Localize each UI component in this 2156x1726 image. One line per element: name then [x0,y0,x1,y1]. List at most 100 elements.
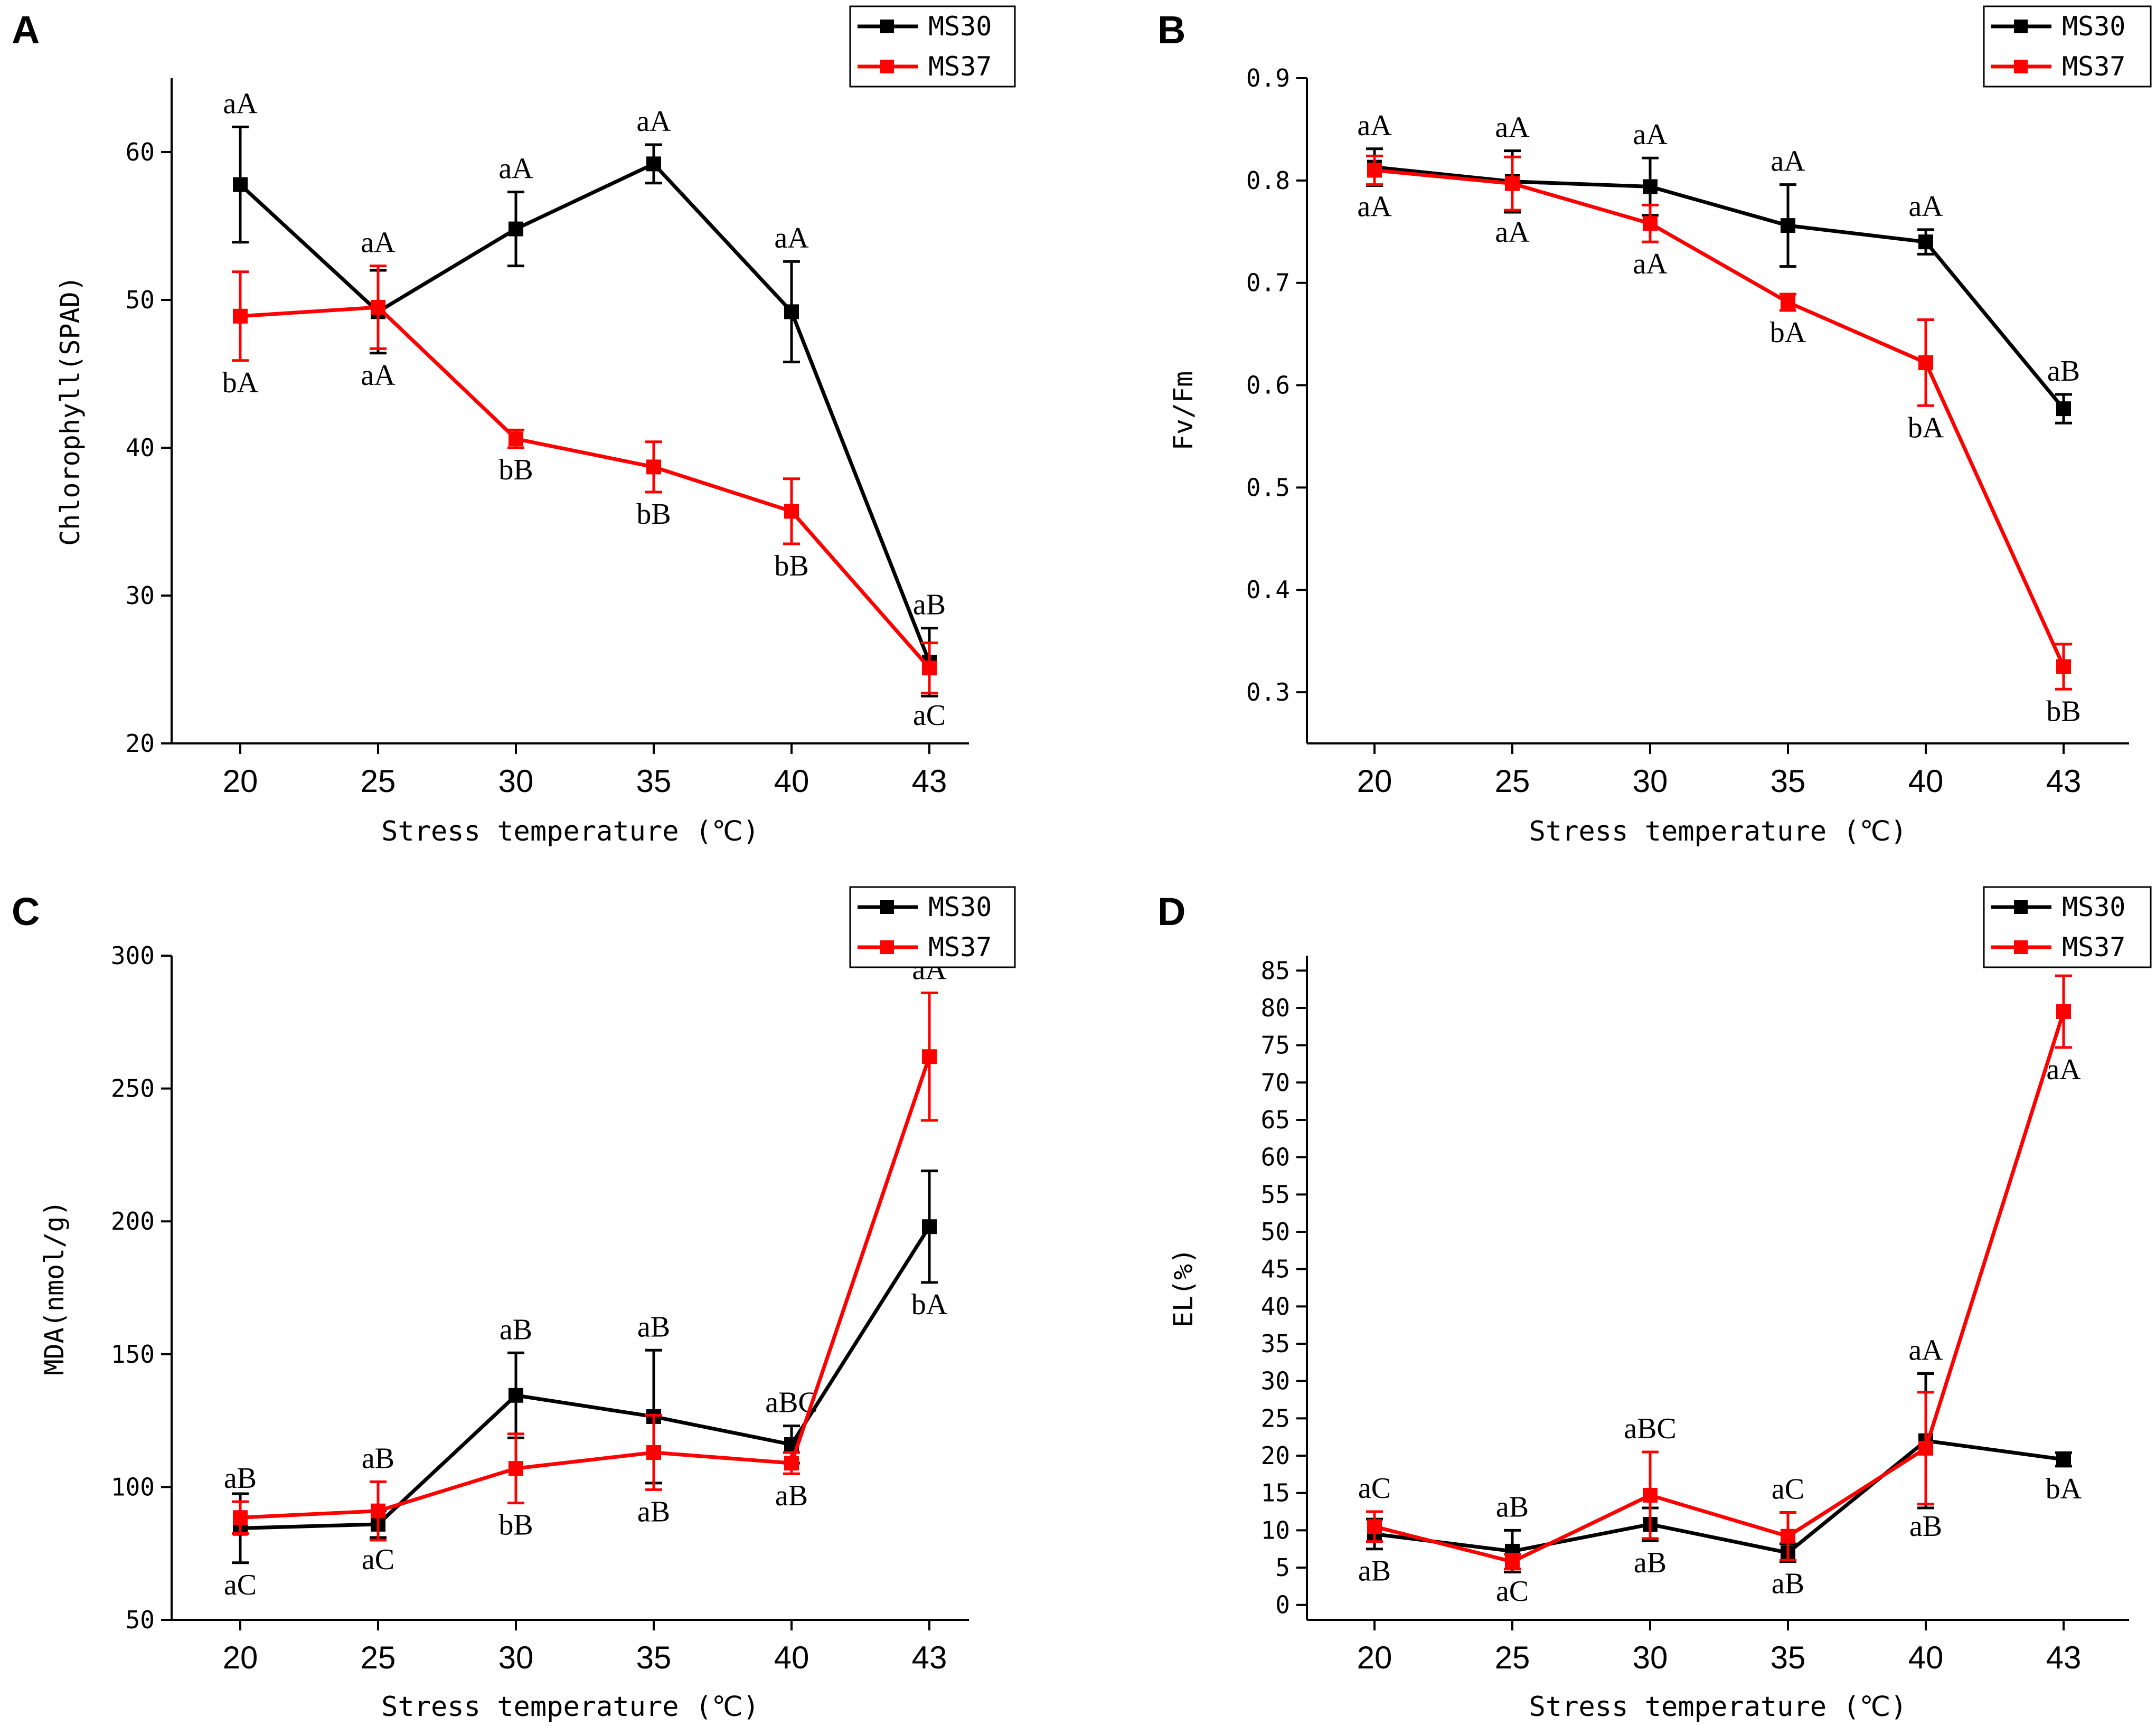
significance-label: bB [636,498,671,531]
significance-label: bB [774,550,808,582]
data-point [233,1510,248,1525]
significance-label: aC [362,1543,394,1576]
series-line [240,305,931,669]
legend: MS30 MS37 [849,886,1016,968]
data-point [922,1049,937,1064]
significance-label: aA [498,153,533,185]
x-tick-label: 35 [636,1640,672,1675]
data-point [371,1503,385,1518]
legend-box [1983,886,2152,968]
y-tick-label: 75 [1261,1031,1290,1060]
legend-entry-ms37: MS37 [1991,51,2125,82]
x-tick-label: 20 [1357,763,1392,799]
legend-marker [880,900,894,914]
legend: MS30 MS37 [849,5,1016,88]
panel-letter: C [12,890,40,933]
panel-letter: B [1157,8,1185,52]
x-axis-title: Stress temperature (℃) [1529,1691,1907,1723]
significance-label: aA [1633,248,1668,280]
significance-label: bA [222,366,259,399]
data-point [1367,1519,1382,1534]
x-axis-title: Stress temperature (℃) [381,1691,759,1723]
data-point [371,300,385,315]
x-tick-label: 25 [361,1640,396,1675]
legend-label: MS37 [2062,932,2125,963]
significance-label: aB [1358,1555,1391,1588]
legend: MS30 MS37 [1983,886,2152,968]
data-point [509,1461,523,1476]
y-tick-label: 5 [1275,1553,1290,1582]
data-point [509,1388,523,1403]
y-tick-label: 70 [1261,1068,1290,1097]
x-tick-label: 43 [912,763,947,799]
significance-label: aA [2046,1053,2081,1086]
data-point [2056,659,2071,674]
series-ms37: aC aC aBC aC aB aA [1358,974,2081,1608]
significance-label: bA [911,1288,948,1321]
y-tick-label: 150 [111,1340,155,1369]
significance-label: aA [1633,118,1668,151]
data-point [922,661,937,676]
significance-label: aB [637,1310,670,1343]
significance-label: aB [1496,1491,1529,1523]
data-point [2056,1452,2071,1467]
data-point [233,177,248,192]
y-tick-label: 60 [1261,1143,1290,1172]
data-point [509,221,523,237]
legend-label: MS30 [928,11,992,42]
legend-marker [2014,60,2028,73]
significance-label: bA [1908,411,1944,444]
data-point [1781,295,1795,310]
legend-label: MS37 [928,932,992,963]
x-tick-label: 43 [912,1640,947,1675]
y-tick-label: 30 [126,581,155,610]
significance-label: aA [1495,216,1530,249]
legend-entry-ms30: MS30 [1991,892,2125,922]
y-tick-label: 25 [1261,1404,1290,1432]
significance-label: bB [2046,695,2080,728]
significance-label: aB [500,1313,532,1346]
significance-label: aA [1495,111,1530,144]
data-point [2056,401,2071,417]
data-point [646,1445,661,1460]
y-tick-label: 300 [111,941,155,970]
y-tick-label: 30 [1261,1367,1290,1395]
x-tick-label: 20 [1357,1640,1392,1675]
legend-entry-ms30: MS30 [1991,11,2125,42]
x-axis-title: Stress temperature (℃) [381,816,759,847]
significance-label: aB [224,1462,257,1495]
legend-marker [880,20,894,33]
data-point [1505,176,1520,191]
y-tick-label: 80 [1261,994,1290,1022]
data-point [784,1456,799,1471]
y-tick-label: 50 [1261,1218,1290,1246]
y-axis-title: Chlorophyll(SPAD) [55,276,86,546]
x-tick-label: 40 [1908,763,1944,799]
x-tick-label: 20 [223,1640,258,1675]
significance-label: aA [1908,1334,1943,1367]
legend-label: MS30 [2062,892,2125,922]
x-tick-label: 30 [1633,763,1668,799]
x-tick-label: 25 [1495,1640,1530,1675]
data-point [1643,216,1658,231]
y-tick-label: 200 [111,1207,155,1235]
significance-label: aC [913,699,946,732]
y-tick-label: 250 [111,1074,155,1103]
data-point [784,504,799,519]
significance-label: aA [223,87,258,120]
x-tick-label: 35 [1771,1640,1806,1675]
significance-label: bA [1770,316,1806,349]
significance-label: aA [1357,191,1392,223]
y-tick-label: 20 [126,729,155,758]
series-line [1374,1439,2064,1555]
data-point [233,308,248,324]
x-tick-label: 30 [498,1640,534,1675]
x-tick-label: 43 [2046,1640,2082,1675]
y-tick-label: 50 [126,1606,155,1634]
y-tick-label: 35 [1261,1329,1290,1358]
series-ms37: bA aA bB bB bB aC [222,227,946,732]
x-tick-label: 35 [1771,763,1806,799]
legend-marker [2014,900,2028,914]
x-tick-label: 40 [1908,1640,1944,1675]
